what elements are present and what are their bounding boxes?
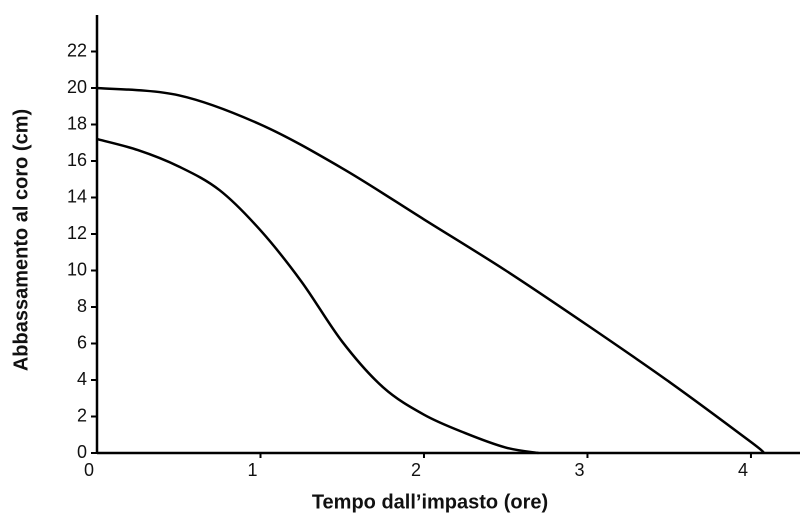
line-series <box>96 137 539 455</box>
y-tick-label: 12 <box>67 223 87 243</box>
x-tick-label: 0 <box>84 460 94 480</box>
x-axis-title: Tempo dall’impasto (ore) <box>312 491 548 513</box>
y-tick-label: 6 <box>77 332 87 352</box>
x-tick-label: 2 <box>411 460 421 480</box>
y-tick-label: 4 <box>77 369 87 389</box>
y-tick-label: 10 <box>67 259 87 279</box>
x-tick-label: 1 <box>247 460 257 480</box>
y-axis-title: Abbassamento al coro (cm) <box>10 109 32 371</box>
y-tick-label: 8 <box>77 296 87 316</box>
y-tick-label: 14 <box>67 186 87 206</box>
line-series <box>96 86 765 454</box>
y-tick-label: 18 <box>67 113 87 133</box>
x-tick-label: 4 <box>738 460 748 480</box>
y-tick-label: 2 <box>77 405 87 425</box>
y-tick-label: 20 <box>67 77 87 97</box>
y-tick-label: 22 <box>67 40 87 60</box>
y-tick-label: 16 <box>67 150 87 170</box>
y-tick-label: 0 <box>77 442 87 462</box>
x-tick-label: 3 <box>574 460 584 480</box>
